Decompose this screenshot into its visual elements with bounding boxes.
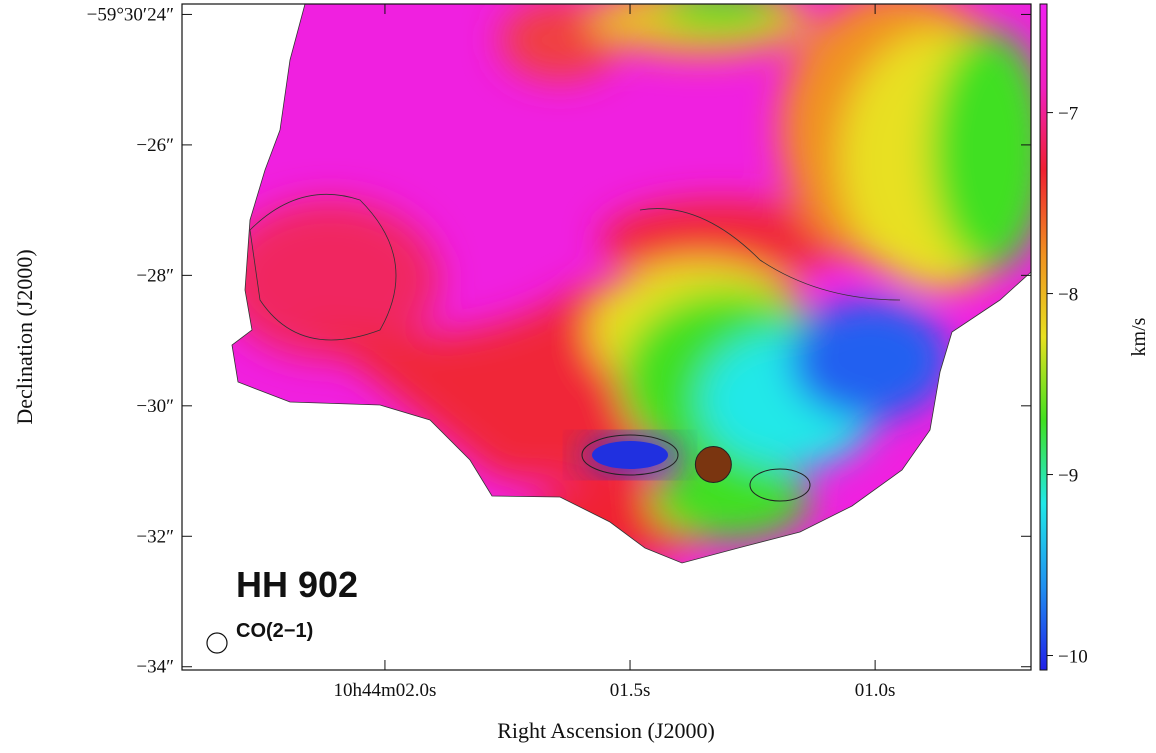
velocity-map — [232, 4, 1031, 563]
x-tick-label: 10h44m02.0s — [333, 680, 436, 701]
y-tick-label: −34″ — [136, 657, 174, 678]
colorbar-tick-label: −8 — [1058, 285, 1078, 306]
y-tick-label: −28″ — [136, 265, 174, 286]
colorbar-tick-label: −7 — [1058, 104, 1078, 125]
y-tick-label: −59°30′24″ — [87, 4, 174, 25]
colorbar — [1039, 3, 1048, 671]
source-marker — [694, 446, 732, 484]
annotation: HH 902 — [236, 564, 358, 605]
colorbar-tick-label: −10 — [1058, 647, 1088, 668]
annotation: CO(2−1) — [236, 620, 313, 642]
y-tick-label: −30″ — [136, 396, 174, 417]
y-axis-label: Declination (J2000) — [12, 249, 37, 424]
beam — [206, 632, 228, 654]
y-tick-label: −26″ — [136, 135, 174, 156]
colorbar-label: km/s — [1128, 317, 1150, 356]
plot-frame — [181, 3, 1032, 671]
x-tick-label: 01.5s — [610, 680, 651, 701]
map-edge — [231, 3, 1032, 564]
colorbar-tick-label: −9 — [1058, 466, 1078, 487]
y-tick-label: −32″ — [136, 526, 174, 547]
x-tick-label: 01.0s — [855, 680, 896, 701]
x-axis-label: Right Ascension (J2000) — [497, 718, 715, 743]
